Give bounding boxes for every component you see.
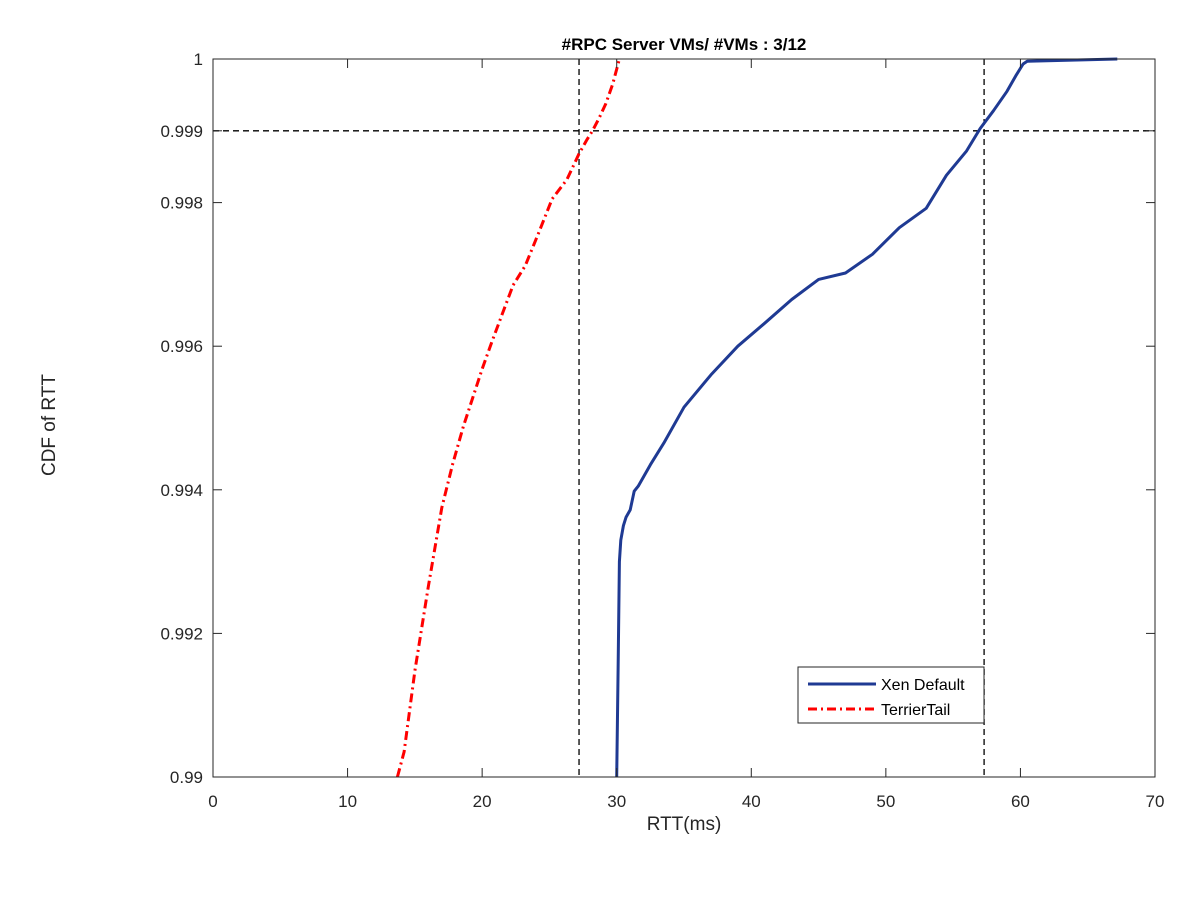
plot-frame [212, 58, 1156, 778]
x-tick-label-3: 30 [607, 792, 626, 811]
y-tick-label-6: 1 [194, 50, 203, 69]
x-axis-label: RTT(ms) [647, 814, 722, 835]
series-line-terriertail [395, 58, 621, 778]
axis-ticks [212, 58, 1156, 778]
y-tick-label-2: 0.994 [160, 481, 203, 500]
series-line-xen-default [615, 57, 1118, 778]
legend-label-terriertail: TerrierTail [881, 702, 950, 719]
x-tick-label-1: 10 [338, 792, 357, 811]
series-layer [395, 57, 1118, 778]
chart-title: #RPC Server VMs/ #VMs : 3/12 [562, 35, 807, 54]
reference-lines [213, 59, 1155, 777]
y-tick-label-3: 0.996 [160, 337, 203, 356]
legend-label-xen-default: Xen Default [881, 677, 965, 694]
x-tick-label-0: 0 [208, 792, 217, 811]
legend-box [797, 666, 985, 724]
x-tick-label-7: 70 [1146, 792, 1165, 811]
x-tick-label-6: 60 [1011, 792, 1030, 811]
x-tick-label-4: 40 [742, 792, 761, 811]
y-tick-label-4: 0.998 [160, 194, 203, 213]
legend: Xen Default TerrierTail [797, 666, 985, 724]
x-tick-label-5: 50 [876, 792, 895, 811]
plot-background [213, 59, 1155, 777]
y-tick-labels: 0.99 0.992 0.994 0.996 0.998 0.999 1 [160, 50, 203, 787]
y-axis-label: CDF of RTT [39, 374, 60, 476]
x-tick-labels: 0 10 20 30 40 50 60 70 [208, 792, 1164, 811]
x-tick-label-2: 20 [473, 792, 492, 811]
y-tick-label-0: 0.99 [170, 768, 203, 787]
y-tick-label-5: 0.999 [160, 122, 203, 141]
y-tick-label-1: 0.992 [160, 624, 203, 643]
